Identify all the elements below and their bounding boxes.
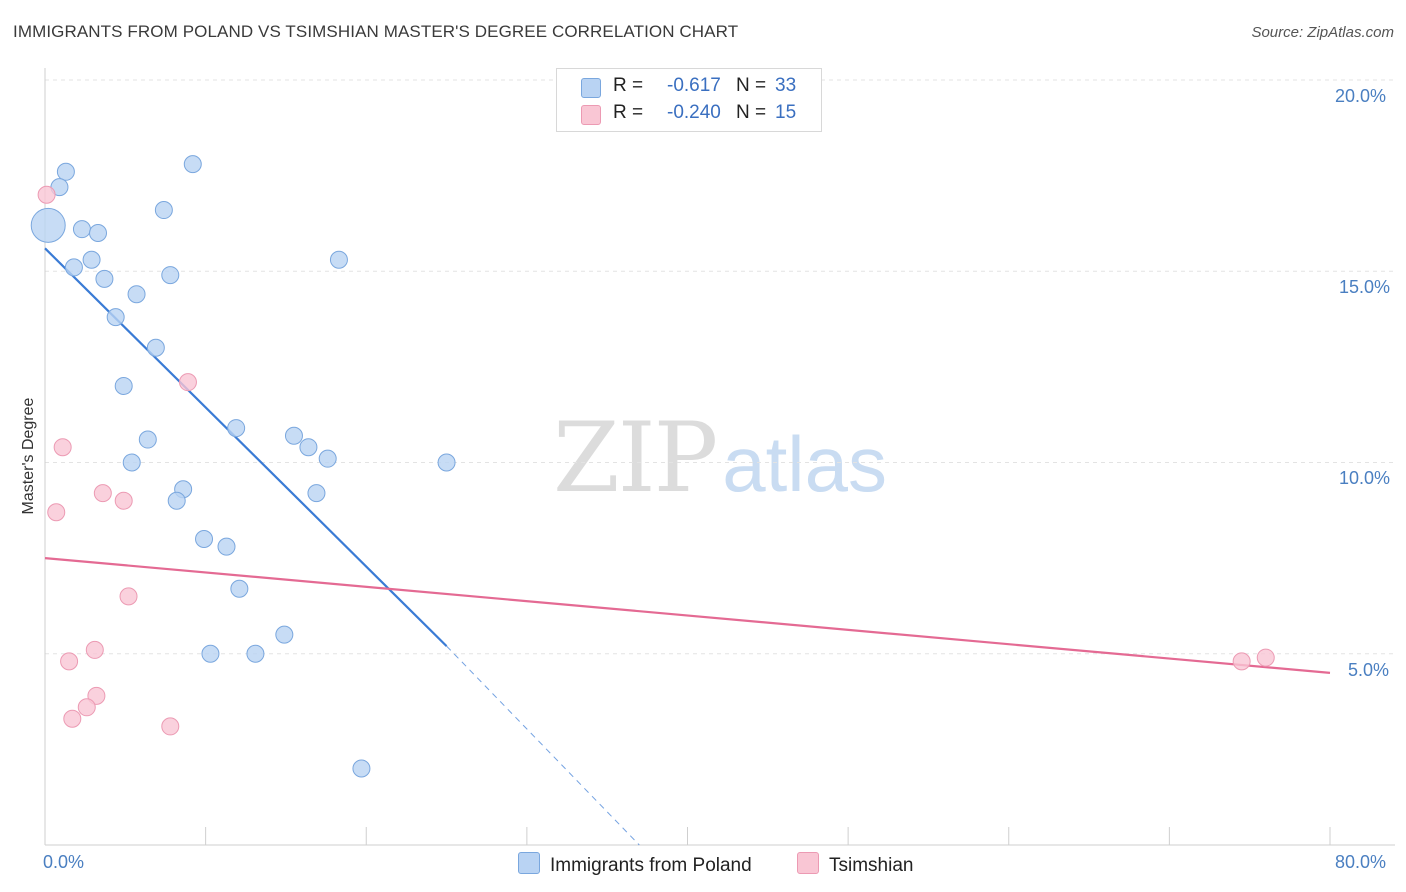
bottom-legend-swatch-tsimshian xyxy=(797,852,819,874)
data-point-poland-10 xyxy=(161,266,180,285)
x-tick-label-0: 0.0% xyxy=(43,852,85,872)
data-point-tsimshian-14 xyxy=(1256,648,1275,667)
bottom-legend-swatch-poland xyxy=(518,852,540,874)
legend-n-value: 15 xyxy=(775,102,797,123)
legend-n-label: N = xyxy=(736,75,767,96)
data-point-poland-1 xyxy=(56,162,75,181)
data-point-tsimshian-0 xyxy=(37,185,56,204)
data-point-poland-17 xyxy=(138,430,157,449)
y-tick-label-5: 5.0% xyxy=(1348,660,1390,680)
source-credit: Source: ZipAtlas.com xyxy=(1251,24,1394,41)
trend-line-extension-poland xyxy=(446,645,640,846)
data-point-tsimshian-2 xyxy=(53,438,72,457)
data-point-tsimshian-4 xyxy=(114,491,133,510)
data-point-poland-21 xyxy=(318,449,337,468)
data-point-tsimshian-9 xyxy=(87,686,106,705)
legend-n-label: N = xyxy=(736,102,767,123)
bottom-legend-label-poland: Immigrants from Poland xyxy=(550,855,752,876)
y-tick-label-15: 15.0% xyxy=(1339,277,1391,297)
bottom-legend-label-tsimshian: Tsimshian xyxy=(829,855,914,876)
data-point-poland-27 xyxy=(217,537,236,556)
y-tick-label-10: 10.0% xyxy=(1339,468,1391,488)
data-point-tsimshian-7 xyxy=(85,640,104,659)
legend-r-label: R = xyxy=(613,75,644,96)
data-point-tsimshian-8 xyxy=(60,652,79,671)
data-point-tsimshian-11 xyxy=(63,709,82,728)
correlation-legend: R = -0.617 N = 33 R = -0.240 N = 15 xyxy=(556,68,822,132)
data-point-poland-30 xyxy=(201,644,220,663)
data-point-poland-25 xyxy=(307,484,326,503)
legend-swatch-tsimshian xyxy=(581,105,601,125)
data-point-poland-32 xyxy=(352,759,371,778)
data-point-poland-0 xyxy=(30,207,66,243)
data-point-tsimshian-3 xyxy=(93,484,112,503)
legend-swatch-poland xyxy=(581,78,601,98)
watermark-atlas: atlas xyxy=(722,420,887,508)
data-point-poland-16 xyxy=(227,419,246,438)
data-point-poland-6 xyxy=(89,224,108,242)
data-point-poland-8 xyxy=(82,250,101,269)
data-point-poland-4 xyxy=(154,201,173,220)
data-point-poland-14 xyxy=(146,338,165,357)
data-point-poland-26 xyxy=(195,530,214,548)
legend-n-value: 33 xyxy=(775,75,797,96)
data-point-poland-29 xyxy=(275,625,294,644)
data-point-poland-18 xyxy=(284,426,303,445)
data-point-tsimshian-10 xyxy=(77,698,96,717)
data-point-poland-15 xyxy=(114,377,133,395)
data-point-poland-24 xyxy=(167,491,186,510)
data-point-poland-20 xyxy=(122,453,141,472)
data-point-poland-13 xyxy=(106,308,125,327)
legend-r-value: -0.617 xyxy=(667,75,721,96)
data-point-poland-22 xyxy=(437,453,456,472)
trend-line-tsimshian xyxy=(44,557,1331,674)
legend-r-label: R = xyxy=(613,102,644,123)
bottom-legend-tsimshian: Tsimshian xyxy=(797,852,913,877)
data-point-tsimshian-1 xyxy=(178,373,197,392)
data-point-tsimshian-5 xyxy=(47,503,66,522)
data-point-poland-28 xyxy=(230,579,249,598)
legend-r-value: -0.240 xyxy=(667,102,721,123)
data-point-poland-5 xyxy=(72,220,91,239)
data-point-tsimshian-12 xyxy=(161,717,180,736)
bottom-legend-poland: Immigrants from Poland xyxy=(518,852,752,877)
watermark-zip: ZIP xyxy=(553,402,718,514)
y-tick-label-20: 20.0% xyxy=(1335,86,1387,106)
chart-title: IMMIGRANTS FROM POLAND VS TSIMSHIAN MAST… xyxy=(13,22,739,41)
zipatlas-watermark: ZIPatlas xyxy=(553,402,887,514)
data-point-poland-7 xyxy=(64,258,83,277)
data-point-poland-31 xyxy=(246,644,265,663)
data-point-poland-11 xyxy=(329,250,348,269)
x-tick-label-80: 80.0% xyxy=(1335,852,1387,872)
data-point-tsimshian-13 xyxy=(1232,652,1251,671)
data-point-poland-12 xyxy=(127,285,146,304)
data-point-poland-9 xyxy=(95,269,114,288)
data-point-poland-3 xyxy=(183,155,202,174)
data-point-tsimshian-6 xyxy=(119,587,138,606)
data-point-poland-19 xyxy=(299,438,318,457)
